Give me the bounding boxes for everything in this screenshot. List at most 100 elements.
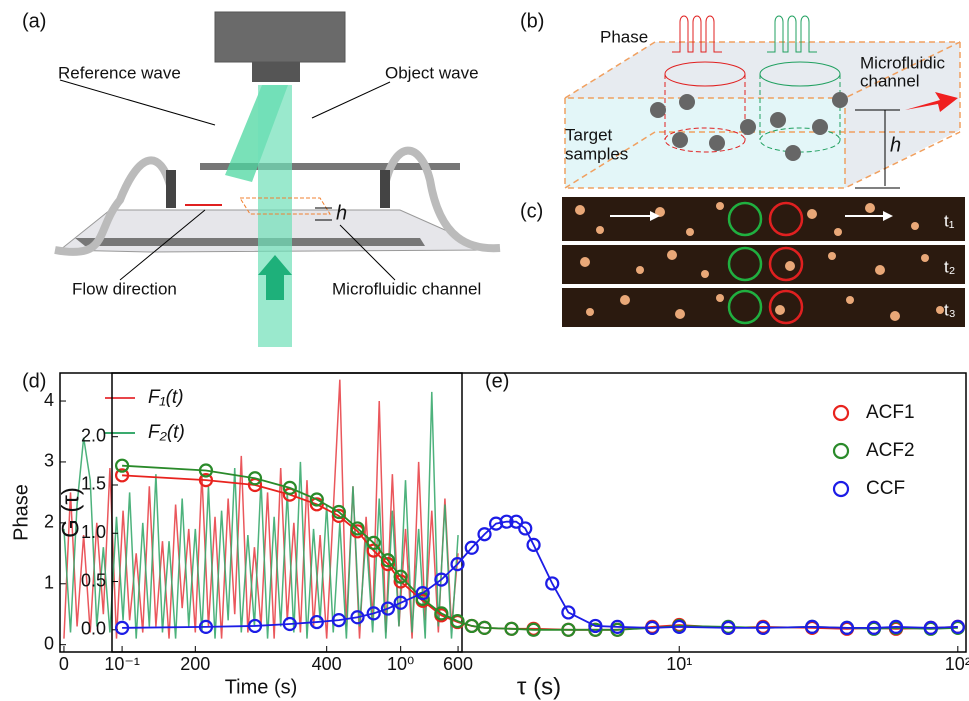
flow-arrow <box>883 211 893 221</box>
pointer <box>311 81 391 119</box>
data-point <box>309 497 324 512</box>
y-tick-label: 4 <box>44 390 54 410</box>
data-point <box>198 463 214 478</box>
data-point <box>309 614 324 630</box>
data-point <box>450 557 465 572</box>
legend-swatch <box>832 442 850 460</box>
detection-zones <box>727 201 804 325</box>
data-point <box>331 508 346 523</box>
y-tick-label: 0.0 <box>81 619 106 639</box>
data-point <box>499 514 514 529</box>
data-point <box>561 605 576 620</box>
x-tick-label: 0 <box>59 654 69 674</box>
post <box>166 170 176 208</box>
data-point <box>545 576 560 591</box>
y-tick-label: 2 <box>44 512 54 532</box>
data-point <box>366 606 381 621</box>
pointer <box>339 224 396 281</box>
data-point <box>247 471 263 486</box>
data-point <box>477 527 492 542</box>
y-tick-label: 2.0 <box>81 425 106 445</box>
frame <box>562 245 965 284</box>
x-tick-label: 400 <box>312 654 342 674</box>
annotation: Phase <box>600 27 648 46</box>
data-point <box>393 569 408 584</box>
data-point <box>755 620 771 635</box>
legend-label: CCF <box>866 478 905 499</box>
data-point <box>888 619 904 634</box>
y-tick-label: 1.0 <box>81 522 106 542</box>
plot-frame <box>111 372 967 653</box>
arrow <box>258 255 292 300</box>
data-point <box>380 601 396 616</box>
data-point <box>331 504 346 520</box>
data-point <box>415 586 430 601</box>
data-point <box>282 616 297 632</box>
particles <box>575 202 944 321</box>
data-point <box>645 620 660 635</box>
time-label: t₁ <box>944 211 955 230</box>
data-point <box>380 553 396 568</box>
data-point <box>509 514 524 529</box>
tube <box>381 146 501 253</box>
legend-swatch <box>832 404 850 422</box>
annotation: h <box>890 134 901 156</box>
data-line <box>63 379 459 639</box>
y-tick-label: 0 <box>44 633 54 653</box>
fit-line <box>122 520 958 629</box>
x-tick-label: 200 <box>180 654 210 674</box>
time-label: t₃ <box>944 300 956 319</box>
data-point <box>610 619 625 634</box>
camera <box>214 11 346 63</box>
data-point <box>526 622 541 637</box>
x-tick-label: 10⁻¹ <box>104 654 140 674</box>
flow-arrow <box>650 211 660 221</box>
data-point <box>504 621 519 636</box>
panel-label: (c) <box>520 200 543 222</box>
data-point <box>434 572 449 587</box>
annotation: Flow direction <box>72 279 177 298</box>
sample-region <box>239 197 331 215</box>
panel-label: (a) <box>22 10 46 32</box>
annotation: h <box>336 202 347 224</box>
frame <box>562 197 965 241</box>
annotation: samples <box>565 144 628 163</box>
x-tick-label: 600 <box>443 654 473 674</box>
plot-frame <box>59 372 463 653</box>
legend-swatch <box>832 480 850 498</box>
y-tick-label: 0.5 <box>81 570 106 590</box>
phase-signal <box>672 15 722 53</box>
y-tick-label: 3 <box>44 451 54 471</box>
annotation: channel <box>860 71 920 90</box>
data-point <box>518 521 533 536</box>
data-point <box>672 619 687 634</box>
data-point <box>477 620 492 635</box>
x-tick-label: 10² <box>945 654 969 674</box>
annotation: Target <box>565 125 613 144</box>
data-point <box>247 618 263 634</box>
data-point <box>114 458 130 473</box>
pointer <box>59 79 216 126</box>
data-point <box>526 537 541 552</box>
x-axis-title: τ (s) <box>517 673 561 700</box>
data-point <box>309 492 324 507</box>
data-point <box>561 622 576 637</box>
data-point <box>588 618 603 634</box>
channel-outline <box>562 41 961 189</box>
data-point <box>198 473 214 488</box>
legend-label: ACF1 <box>866 402 915 423</box>
legend-label: ACF2 <box>866 440 915 461</box>
data-point <box>114 468 130 483</box>
particles <box>650 92 848 161</box>
data-point <box>434 606 449 621</box>
setup-diagram <box>54 11 501 347</box>
panel-label: (e) <box>485 370 509 392</box>
channel-bar <box>75 238 425 246</box>
legend-label: F₁(t) <box>148 387 184 408</box>
data-point <box>198 619 214 634</box>
flow-arrow <box>905 92 958 112</box>
pointer <box>119 209 206 281</box>
data-point <box>380 557 396 572</box>
annotation: Microfluidic channel <box>332 279 481 298</box>
